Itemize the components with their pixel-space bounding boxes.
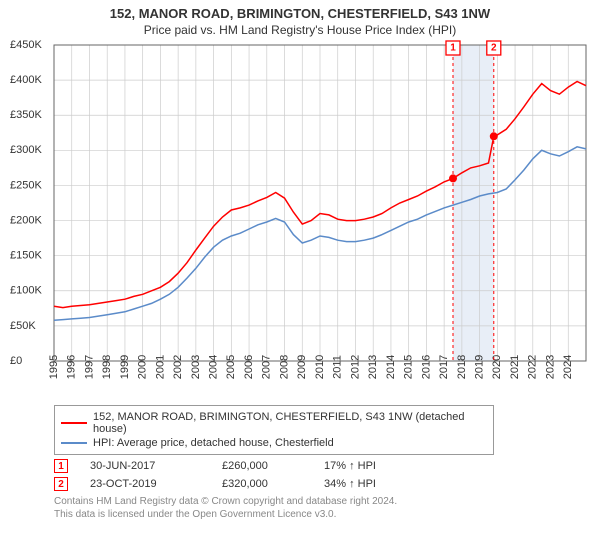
svg-text:£100K: £100K [10,285,42,297]
svg-text:£350K: £350K [10,109,42,121]
event-badge: 1 [54,459,68,473]
svg-text:2001: 2001 [154,355,166,379]
svg-text:2019: 2019 [474,355,486,379]
svg-text:2018: 2018 [456,355,468,379]
svg-text:2004: 2004 [208,355,220,379]
event-price: £260,000 [222,460,302,472]
svg-text:1: 1 [450,43,456,54]
svg-text:2014: 2014 [385,355,397,379]
svg-text:2007: 2007 [261,355,273,379]
svg-text:£200K: £200K [10,214,42,226]
svg-text:2022: 2022 [527,355,539,379]
svg-text:2023: 2023 [544,355,556,379]
svg-text:1999: 1999 [119,355,131,379]
svg-text:£150K: £150K [10,250,42,262]
legend-label: HPI: Average price, detached house, Ches… [93,437,334,449]
legend-swatch [61,422,87,424]
footer-line: Contains HM Land Registry data © Crown c… [54,495,592,508]
events-table: 1 30-JUN-2017 £260,000 17% ↑ HPI 2 23-OCT-201… [54,459,592,491]
svg-text:2024: 2024 [562,355,574,379]
event-hpi: 34% ↑ HPI [324,478,414,490]
svg-text:2011: 2011 [332,355,344,379]
svg-text:2008: 2008 [278,355,290,379]
svg-text:2002: 2002 [172,355,184,379]
svg-text:£0: £0 [10,355,22,367]
svg-text:2005: 2005 [225,355,237,379]
chart-subtitle: Price paid vs. HM Land Registry's House … [8,23,592,37]
svg-text:£50K: £50K [10,320,36,332]
event-hpi: 17% ↑ HPI [324,460,414,472]
chart-container: 152, MANOR ROAD, BRIMINGTON, CHESTERFIEL… [0,0,600,525]
svg-text:2017: 2017 [438,355,450,379]
svg-text:£250K: £250K [10,179,42,191]
svg-text:2009: 2009 [296,355,308,379]
plot-area: £0 £50K £100K £150K £200K £250K £300K £350K £400… [8,39,592,401]
event-date: 23-OCT-2019 [90,478,200,490]
footer: Contains HM Land Registry data © Crown c… [54,495,592,521]
svg-text:£400K: £400K [10,74,42,86]
event-badge: 2 [54,477,68,491]
svg-text:2000: 2000 [137,355,149,379]
svg-text:2010: 2010 [314,355,326,379]
svg-text:2012: 2012 [349,355,361,379]
svg-text:2015: 2015 [403,355,415,379]
svg-text:2020: 2020 [491,355,503,379]
legend-item: HPI: Average price, detached house, Ches… [61,436,487,450]
svg-text:2013: 2013 [367,355,379,379]
chart-title: 152, MANOR ROAD, BRIMINGTON, CHESTERFIEL… [8,6,592,21]
event-price: £320,000 [222,478,302,490]
svg-text:2: 2 [491,43,497,54]
event-row: 2 23-OCT-2019 £320,000 34% ↑ HPI [54,477,592,491]
svg-text:1997: 1997 [83,355,95,379]
legend-item: 152, MANOR ROAD, BRIMINGTON, CHESTERFIEL… [61,410,487,436]
legend: 152, MANOR ROAD, BRIMINGTON, CHESTERFIEL… [54,405,494,455]
svg-text:2003: 2003 [190,355,202,379]
svg-text:2016: 2016 [420,355,432,379]
svg-text:£450K: £450K [10,39,42,51]
footer-line: This data is licensed under the Open Gov… [54,508,592,521]
svg-text:£300K: £300K [10,144,42,156]
legend-swatch [61,442,87,444]
event-row: 1 30-JUN-2017 £260,000 17% ↑ HPI [54,459,592,473]
line-chart: £0 £50K £100K £150K £200K £250K £300K £350K £400… [8,39,592,401]
svg-text:2006: 2006 [243,355,255,379]
svg-text:2021: 2021 [509,355,521,379]
legend-label: 152, MANOR ROAD, BRIMINGTON, CHESTERFIEL… [93,411,487,435]
svg-text:1998: 1998 [101,355,113,379]
event-date: 30-JUN-2017 [90,460,200,472]
svg-text:1996: 1996 [66,355,78,379]
